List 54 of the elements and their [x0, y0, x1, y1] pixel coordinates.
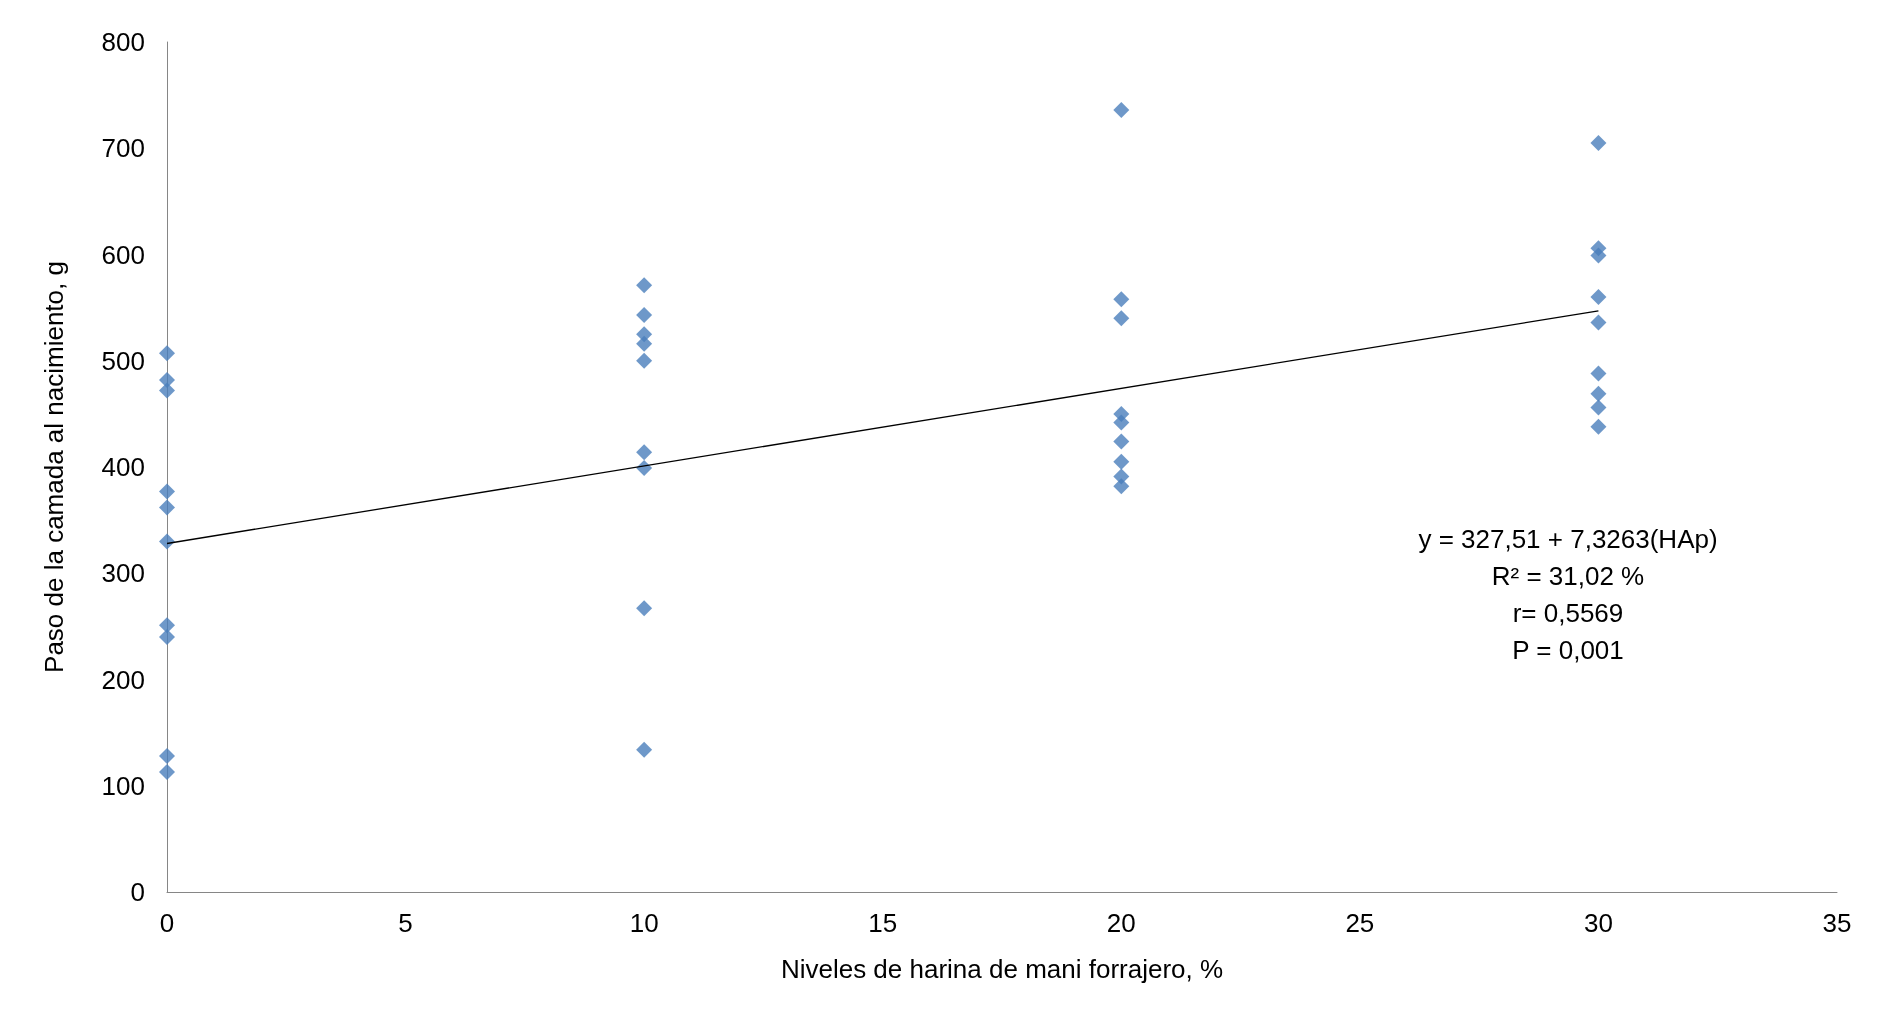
y-tick-label: 400	[101, 452, 145, 482]
point	[1113, 102, 1130, 118]
point	[1590, 385, 1607, 402]
y-tick-label: 600	[101, 239, 145, 270]
point	[1590, 314, 1607, 331]
y-tick-label: 300	[101, 558, 145, 589]
point	[1590, 134, 1607, 151]
point	[636, 444, 653, 461]
y-axis-title: Paso de la camada al nacimiento, g	[39, 261, 69, 673]
x-tick-label: 0	[159, 908, 175, 938]
x-tick-label: 30	[1583, 908, 1613, 938]
y-tick-label: 0	[130, 877, 145, 907]
point	[1590, 399, 1607, 416]
point	[159, 483, 175, 500]
x-tick-label: 5	[398, 908, 413, 938]
annotation: r= 0,5569	[1512, 598, 1624, 628]
point	[1113, 414, 1130, 431]
point	[636, 307, 653, 324]
point	[159, 748, 175, 764]
point	[1113, 291, 1130, 308]
point	[159, 763, 175, 780]
x-tick-label: 25	[1345, 908, 1375, 938]
point	[1590, 365, 1607, 382]
y-tick-label: 500	[101, 345, 145, 376]
y-tick-label: 100	[101, 770, 145, 801]
x-tick-label: 10	[629, 908, 659, 938]
y-tick-label: 200	[101, 664, 145, 695]
point	[1590, 418, 1607, 435]
point	[636, 277, 653, 294]
point	[636, 741, 653, 758]
annotation: y = 327,51 + 7,3263(HAp)	[1418, 524, 1718, 554]
point	[159, 382, 175, 399]
point	[159, 345, 175, 362]
point	[636, 352, 653, 369]
point	[1113, 310, 1130, 327]
point	[159, 499, 175, 516]
x-tick-label: 20	[1106, 908, 1136, 938]
annotation: P = 0,001	[1512, 635, 1624, 665]
point	[1590, 247, 1607, 264]
point	[1113, 453, 1130, 470]
point	[159, 629, 175, 645]
annotation: R² = 31,02 %	[1491, 561, 1645, 591]
point	[636, 600, 653, 617]
x-tick-label: 15	[868, 908, 898, 938]
y-tick-label: 700	[101, 133, 145, 164]
x-tick-label: 35	[1822, 908, 1852, 938]
point	[636, 335, 653, 352]
point	[159, 617, 175, 634]
point	[1113, 478, 1130, 495]
point	[159, 533, 175, 550]
y-tick-label: 800	[101, 27, 145, 57]
point	[1590, 289, 1607, 305]
x-axis-title: Niveles de harina de mani forrajero, %	[780, 954, 1224, 984]
point	[1113, 433, 1130, 450]
